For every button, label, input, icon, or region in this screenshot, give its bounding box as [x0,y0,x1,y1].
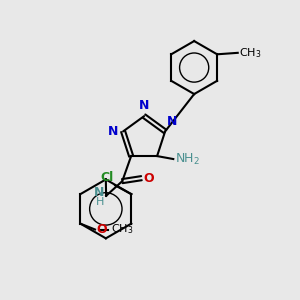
Text: N: N [139,99,149,112]
Text: N: N [108,125,119,138]
Text: Cl: Cl [100,171,114,184]
Text: O: O [144,172,154,185]
Text: H: H [96,197,105,207]
Text: CH$_3$: CH$_3$ [239,46,262,60]
Text: NH$_2$: NH$_2$ [175,152,200,166]
Text: N: N [167,116,177,128]
Text: N: N [94,186,105,200]
Text: CH$_3$: CH$_3$ [111,223,134,236]
Text: O: O [97,223,107,236]
